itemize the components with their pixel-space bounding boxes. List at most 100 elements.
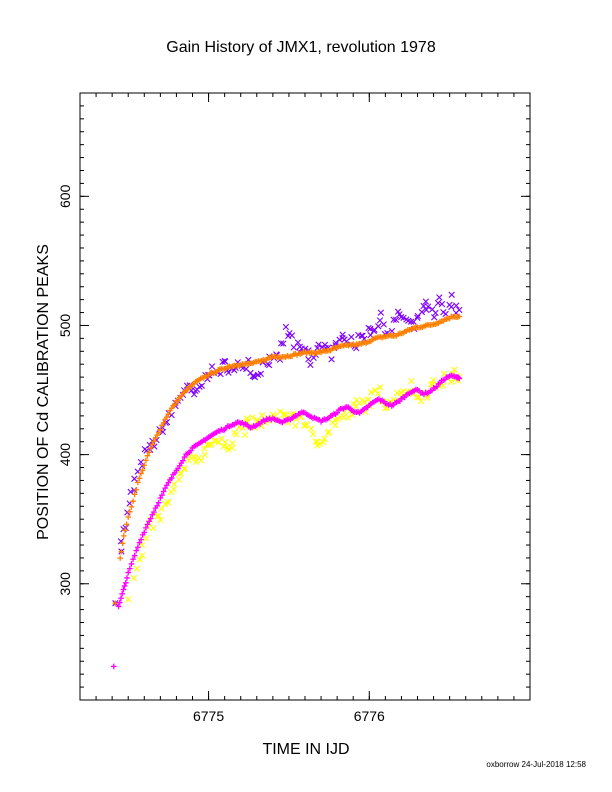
x-tick-label: 6775 [193,708,224,724]
data-point [133,547,140,554]
data-point [138,552,146,559]
data-point [190,391,198,398]
data-point [290,344,297,351]
data-point [432,309,439,317]
data-point [451,366,458,373]
plot-frame [79,92,531,701]
data-point [374,390,382,397]
data-point [456,375,463,382]
data-point [320,439,327,446]
data-point [201,445,208,452]
data-point [424,303,432,310]
data-point [408,377,415,385]
data-point [422,298,430,305]
data-point [201,451,208,458]
data-point [307,425,315,432]
data-point [280,340,287,347]
data-point [407,318,415,325]
data-point [321,435,328,443]
data-point [325,428,333,435]
data-point [198,457,205,464]
data-point [121,583,128,589]
data-point [139,467,146,473]
data-point [124,575,130,581]
data-point [131,475,138,482]
data-point [175,397,181,404]
data-point [131,552,138,559]
data-point [136,539,143,546]
data-point [155,512,162,520]
data-point [146,449,152,456]
data-point [155,429,162,436]
data-point [170,480,178,488]
data-point [118,548,125,555]
data-point [110,663,117,670]
data-point [211,437,218,445]
series-1 [112,313,463,606]
data-point [130,574,137,582]
data-point [125,596,132,603]
data-point [157,516,164,524]
data-point [309,430,317,438]
data-point [125,569,132,576]
data-point [164,498,171,506]
data-point [315,341,322,348]
data-point [336,336,343,343]
data-point [123,579,129,586]
data-point [456,306,463,314]
x-tick-label: 6776 [354,708,385,724]
data-point [116,599,123,606]
data-point [423,306,430,314]
data-point [233,431,240,438]
data-point [160,420,167,426]
data-point [170,486,177,493]
data-point [117,555,123,561]
axes: 6775 6776 300 400 500 600 [57,92,531,724]
data-point [138,536,144,543]
data-point [130,556,136,563]
data-point [221,358,229,365]
y-tick-label: 500 [57,314,73,338]
data-point [135,544,141,551]
data-point [150,525,157,532]
data-point [184,387,191,393]
data-point [162,485,168,491]
data-point [208,363,216,370]
data-point [438,300,446,308]
data-point [414,314,421,322]
data-point [198,382,206,389]
y-tick-label: 400 [57,443,73,467]
chart-title: Gain History of JMX1, revolution 1978 [166,39,436,56]
data-point [359,332,366,340]
data-point [316,440,324,448]
x-axis-label: TIME IN IJD [262,741,349,758]
data-point [152,435,159,441]
data-point [375,323,382,330]
data-point [282,323,290,331]
data-point [157,426,164,433]
data-point [307,361,314,369]
data-point [376,384,384,391]
data-point [229,440,236,447]
data-point [130,498,136,505]
series-0 [112,291,463,607]
data-point [185,457,192,464]
data-point [249,414,256,421]
data-point [265,361,273,369]
data-point [456,313,463,320]
data-point [144,521,151,528]
data-point [124,509,131,516]
data-point [417,397,425,405]
data-point [348,333,355,341]
data-point [371,387,379,394]
data-point [163,414,170,420]
data-point [131,491,138,498]
data-point [312,438,319,446]
data-point [119,540,126,547]
data-point [453,302,460,309]
series-3 [110,372,463,670]
data-point [147,515,154,522]
data-point [144,452,151,459]
data-point [128,561,135,567]
data-point [430,376,437,384]
